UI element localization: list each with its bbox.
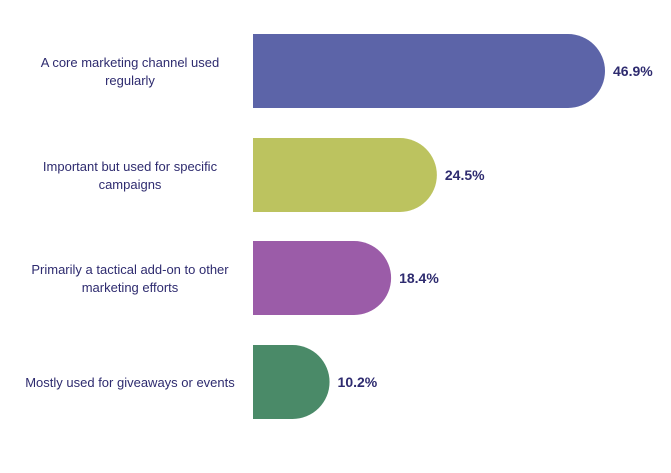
data-label: 18.4% bbox=[399, 270, 439, 286]
data-label: 46.9% bbox=[613, 63, 653, 79]
bar bbox=[253, 34, 605, 108]
category-label: A core marketing channel used bbox=[41, 55, 220, 70]
category-label: Mostly used for giveaways or events bbox=[25, 375, 235, 390]
category-label: regularly bbox=[105, 73, 155, 88]
bar bbox=[253, 345, 330, 419]
category-label: marketing efforts bbox=[82, 280, 179, 295]
data-label: 10.2% bbox=[338, 374, 378, 390]
bar bbox=[253, 241, 392, 315]
category-label: campaigns bbox=[99, 177, 162, 192]
data-label: 24.5% bbox=[445, 167, 485, 183]
category-label: Primarily a tactical add-on to other bbox=[31, 262, 229, 277]
bar bbox=[253, 138, 437, 212]
category-label: Important but used for specific bbox=[43, 159, 218, 174]
